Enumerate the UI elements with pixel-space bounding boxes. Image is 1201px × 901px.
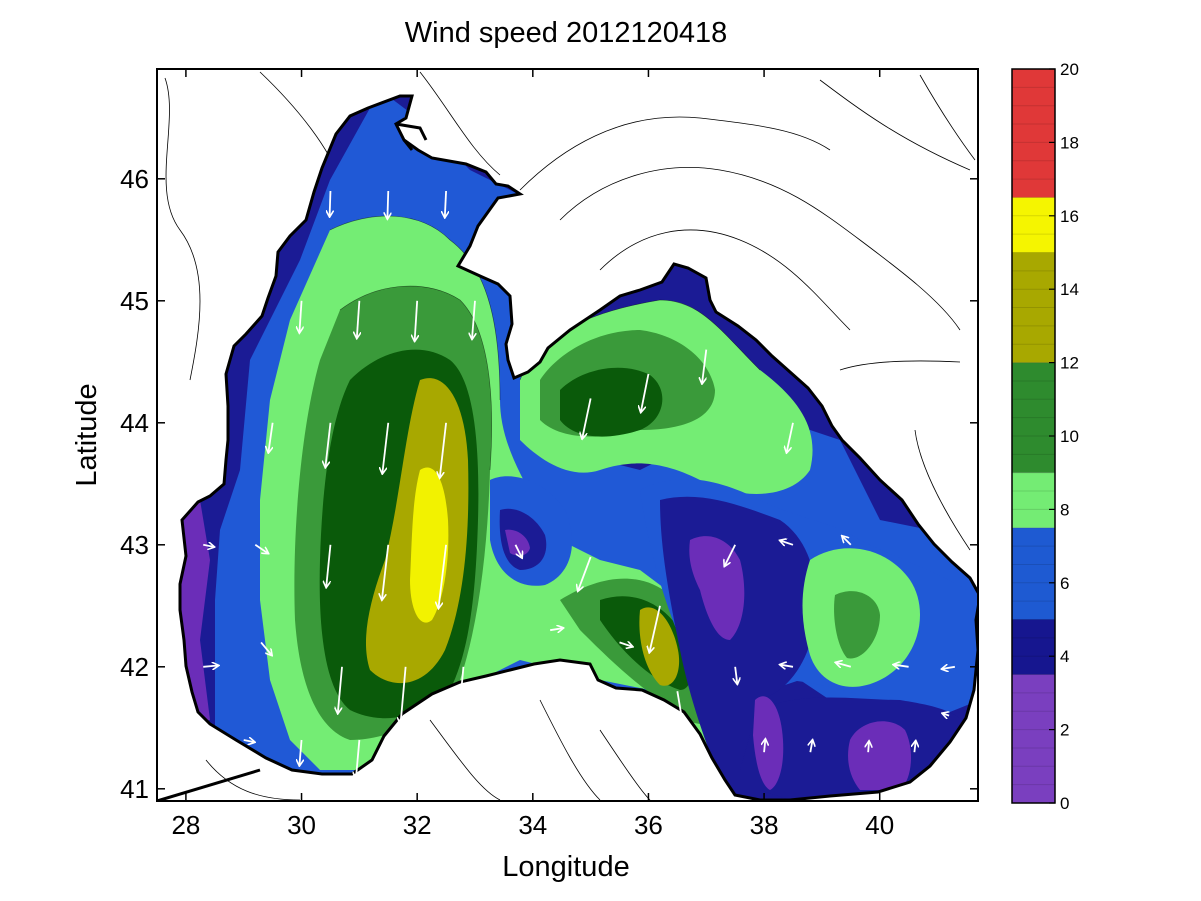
colorbar: 0 2 4 6 8 10 12 14 16 18 20 [1011,60,1079,813]
wind-vector [387,190,388,218]
wind-vector [942,667,956,669]
y-axis: 41 42 43 44 45 46 [120,164,978,804]
wind-vector [445,190,446,217]
x-axis: 28 30 32 34 36 38 40 [171,69,894,840]
wind-vector [472,300,475,339]
wind-vector [787,422,794,452]
x-tick-label: 38 [750,810,779,840]
contour-band-14-16 [410,467,449,623]
wind-vector [868,742,869,753]
wind-vector [550,628,563,630]
colorbar-tick-label: 8 [1060,500,1069,519]
x-tick-label: 40 [865,810,894,840]
wind-vector [415,300,418,341]
wind-vector [578,556,592,591]
wind-vector [356,739,359,778]
wind-vector [439,544,447,608]
wind-vector [650,605,661,652]
wind-vector [676,691,683,729]
wind-vector [330,190,331,216]
colorbar-band [1012,527,1055,620]
colorbar-band [1012,252,1055,363]
wind-vector [780,541,794,545]
wind-vector [842,536,852,546]
y-tick-label: 45 [120,286,149,316]
colorbar-tick-label: 18 [1060,133,1079,152]
wind-vector [582,398,592,438]
colorbar-tick-label: 10 [1060,427,1079,446]
wind-vector [326,544,332,587]
wind-vector [514,544,521,558]
wind-vector [764,740,765,753]
colorbar-tick-label: 4 [1060,647,1069,666]
colorbar-tick-label: 6 [1060,574,1069,593]
y-axis-label: Latitude [71,383,103,486]
wind-vector [382,422,390,473]
colorbar-band [1012,472,1055,528]
wind-vector [619,642,633,646]
wind-vectors [203,190,956,782]
wind-vector [268,422,274,452]
wind-vector [357,300,360,338]
contour-band-8-10-east-patch [834,591,880,659]
wind-vector [382,544,390,600]
x-tick-label: 36 [634,810,663,840]
contour-band-calm-east-3 [848,721,912,790]
colorbar-tick-label: 0 [1060,794,1069,813]
wind-vector [702,349,708,384]
wind-vector [415,739,418,782]
colorbar-band [1012,619,1055,675]
wind-vector [780,665,794,667]
wind-vector [440,422,447,478]
wind-vector [338,666,343,713]
y-tick-label: 43 [120,530,149,560]
wind-vector [203,545,214,547]
wind-vector [260,641,272,655]
wind-vector [459,666,465,713]
wind-vector [914,741,915,753]
colorbar-tick-label: 16 [1060,207,1079,226]
colorbar-band [1012,197,1055,253]
x-tick-label: 28 [171,810,200,840]
wind-vector [203,666,218,667]
chart-title: Wind speed 2012120418 [405,17,727,49]
plot-area [157,69,978,801]
wind-vector [325,422,332,467]
wind-vector [254,544,268,553]
contour-band-calm-west [180,500,210,730]
wind-vector [943,714,949,716]
contour-band-12-14 [365,378,680,686]
x-tick-label: 30 [287,810,316,840]
wind-vector [299,739,301,765]
wind-vector [894,665,909,667]
y-tick-label: 41 [120,774,149,804]
wind-vector [725,544,736,566]
x-axis-label: Longitude [502,851,629,883]
wind-vector [401,666,407,724]
wind-vector [735,666,737,684]
wind-vector [299,300,301,333]
x-tick-label: 32 [403,810,432,840]
colorbar-tick-label: 12 [1060,354,1079,373]
land-contours [164,71,976,801]
plot-frame [156,68,979,802]
wind-vector [641,373,650,412]
coastline-bay [395,122,428,151]
y-tick-label: 42 [120,652,149,682]
wind-vector [836,663,852,667]
colorbar-tick-label: 20 [1060,60,1079,79]
colorbar-band [1012,362,1055,473]
x-tick-label: 34 [518,810,547,840]
colorbar-band [1012,674,1055,803]
colorbar-tick-label: 14 [1060,280,1079,299]
wind-vector [810,740,812,753]
wind-vector [243,740,255,742]
contour-band-calm-central [505,529,530,556]
coastline-south-edge [157,768,261,801]
y-tick-label: 46 [120,164,149,194]
colorbar-tick-label: 2 [1060,721,1069,740]
colorbar-band [1012,69,1055,198]
y-tick-label: 44 [120,408,149,438]
